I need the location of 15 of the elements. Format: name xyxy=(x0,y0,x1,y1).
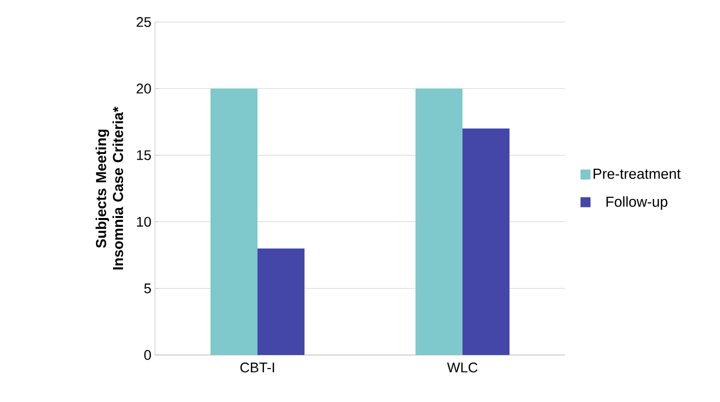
bar xyxy=(462,128,510,355)
bar xyxy=(258,248,305,355)
y-tick-label: 10 xyxy=(137,216,151,227)
legend-label: Pre-treatment xyxy=(594,168,681,179)
bar xyxy=(416,88,463,355)
x-tick-label: CBT-I xyxy=(240,362,274,372)
legend-label: Follow-up xyxy=(606,196,668,210)
x-tick-label: WLC xyxy=(447,362,478,372)
y-tick-label: 5 xyxy=(144,284,151,294)
y-tick-label: 0 xyxy=(144,350,151,360)
y-tick-label: 20 xyxy=(136,84,151,94)
bar xyxy=(210,88,258,355)
y-tick-label: 25 xyxy=(136,17,151,27)
y-axis-title: Subjects Meeting Insomnia Case Criteria* xyxy=(96,106,124,270)
y-tick-label: 15 xyxy=(137,150,151,160)
